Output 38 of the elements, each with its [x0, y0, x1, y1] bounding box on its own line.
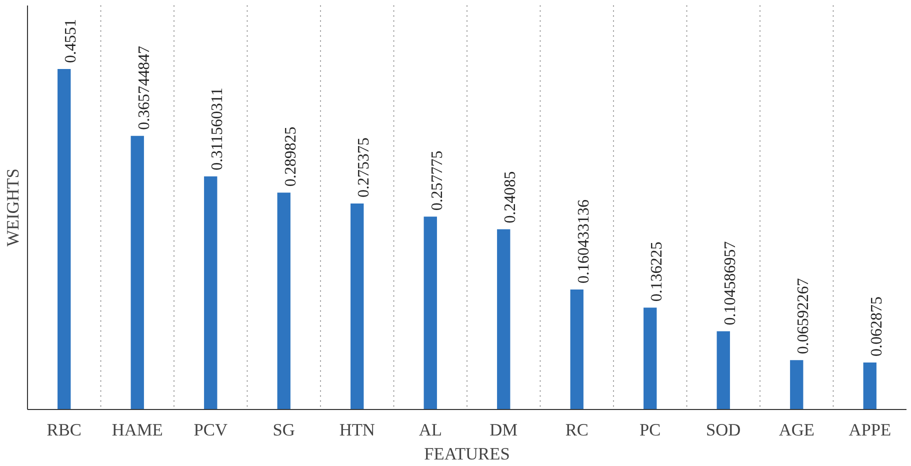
x-tick-label: PCV — [194, 420, 228, 440]
x-tick-label: AL — [418, 420, 442, 440]
data-label: 0.104586957 — [722, 241, 739, 326]
bar — [424, 216, 437, 410]
x-tick-label: HAME — [112, 420, 163, 440]
bar — [130, 136, 144, 410]
bar — [790, 360, 804, 410]
y-axis-title: WEIGHTS — [4, 168, 22, 246]
data-label: 0.136225 — [648, 242, 666, 302]
data-label: 0.160433136 — [575, 199, 592, 284]
data-label: 0.275375 — [356, 137, 373, 198]
x-tick-label: APPE — [848, 420, 892, 440]
x-tick-label: PC — [640, 420, 661, 440]
data-label: 0.06592267 — [795, 278, 812, 354]
x-tick-label: SOD — [706, 420, 741, 440]
bar — [863, 362, 876, 410]
x-tick-label: AGE — [778, 420, 814, 440]
bar — [58, 69, 71, 410]
x-tick-label: HTN — [339, 420, 376, 440]
bar — [277, 192, 290, 410]
data-label: 0.4551 — [62, 19, 80, 64]
data-label: 0.289825 — [282, 126, 300, 187]
data-label: 0.257775 — [428, 150, 446, 211]
bar — [350, 203, 364, 410]
bar — [644, 308, 657, 410]
x-tick-label: SG — [272, 420, 295, 440]
data-label: 0.24085 — [502, 171, 520, 224]
bar — [570, 289, 584, 410]
bar — [204, 176, 218, 410]
x-tick-label: RC — [565, 420, 588, 440]
data-label: 0.365744847 — [136, 46, 153, 130]
bar — [716, 331, 730, 410]
x-tick-label: RBC — [46, 420, 82, 440]
x-tick-label: DM — [490, 420, 518, 440]
data-label: 0.062875 — [868, 296, 886, 356]
data-label: 0.311560311 — [209, 88, 226, 170]
bar — [497, 229, 510, 410]
x-axis-title: FEATURES — [424, 444, 510, 464]
